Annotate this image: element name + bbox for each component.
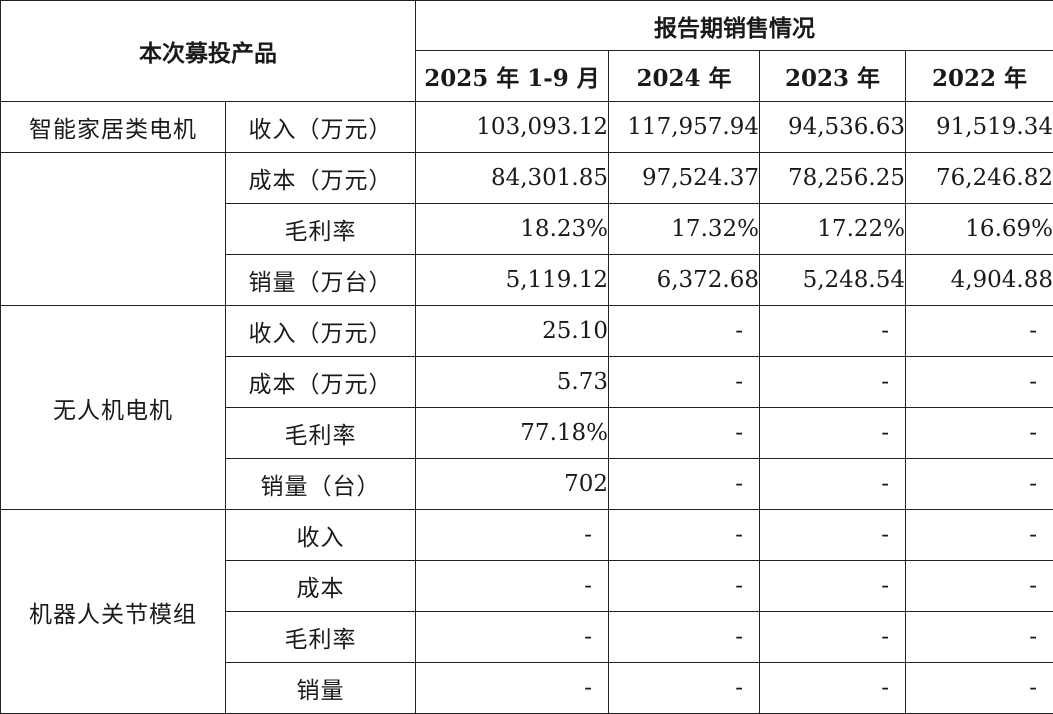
value-cell: 18.23%: [416, 204, 609, 255]
value-cell: 17.32%: [609, 204, 760, 255]
value-cell: 76,246.82: [906, 153, 1053, 204]
value-cell: -: [760, 510, 906, 561]
metric-label: 毛利率: [226, 612, 416, 663]
metric-label: 毛利率: [226, 408, 416, 459]
value-cell: 16.69%: [906, 204, 1053, 255]
value-cell: 84,301.85: [416, 153, 609, 204]
table-row: 成本（万元） 84,301.85 97,524.37 78,256.25 76,…: [1, 153, 1053, 204]
table-row: 机器人关节模组 收入 - - - -: [1, 510, 1053, 561]
value-cell: 91,519.34: [906, 102, 1053, 153]
value-cell: 702: [416, 459, 609, 510]
metric-label: 销量（万台）: [226, 255, 416, 306]
value-cell: -: [609, 510, 760, 561]
product-smart-home-motor-continued: [1, 153, 226, 306]
value-cell: -: [609, 459, 760, 510]
value-cell: 17.22%: [760, 204, 906, 255]
value-cell: -: [760, 663, 906, 714]
value-cell: 97,524.37: [609, 153, 760, 204]
metric-label: 收入（万元）: [226, 306, 416, 357]
value-cell: -: [906, 510, 1053, 561]
metric-label: 销量: [226, 663, 416, 714]
value-cell: -: [760, 306, 906, 357]
product-drone-motor: 无人机电机: [1, 306, 226, 510]
value-cell: -: [609, 663, 760, 714]
value-cell: 25.10: [416, 306, 609, 357]
value-cell: -: [760, 408, 906, 459]
value-cell: -: [609, 306, 760, 357]
value-cell: -: [906, 408, 1053, 459]
value-cell: -: [760, 357, 906, 408]
value-cell: -: [416, 561, 609, 612]
value-cell: 103,093.12: [416, 102, 609, 153]
table-row: 智能家居类电机 收入（万元） 103,093.12 117,957.94 94,…: [1, 102, 1053, 153]
value-cell: 5.73: [416, 357, 609, 408]
value-cell: -: [906, 612, 1053, 663]
product-smart-home-motor: 智能家居类电机: [1, 102, 226, 153]
value-cell: 77.18%: [416, 408, 609, 459]
metric-label: 毛利率: [226, 204, 416, 255]
period-group-header: 报告期销售情况: [416, 1, 1053, 51]
value-cell: 5,119.12: [416, 255, 609, 306]
metric-label: 收入: [226, 510, 416, 561]
value-cell: -: [609, 612, 760, 663]
period-header-2024: 2024 年: [609, 51, 760, 102]
value-cell: -: [609, 357, 760, 408]
value-cell: -: [416, 612, 609, 663]
value-cell: -: [416, 663, 609, 714]
value-cell: 4,904.88: [906, 255, 1053, 306]
value-cell: -: [416, 510, 609, 561]
value-cell: -: [906, 561, 1053, 612]
period-header-2023: 2023 年: [760, 51, 906, 102]
period-header-2022: 2022 年: [906, 51, 1053, 102]
value-cell: -: [760, 459, 906, 510]
value-cell: 5,248.54: [760, 255, 906, 306]
metric-label: 成本（万元）: [226, 153, 416, 204]
table-row: 无人机电机 收入（万元） 25.10 - - -: [1, 306, 1053, 357]
metric-label: 收入（万元）: [226, 102, 416, 153]
value-cell: -: [609, 408, 760, 459]
value-cell: -: [760, 561, 906, 612]
value-cell: -: [609, 561, 760, 612]
product-column-header: 本次募投产品: [1, 1, 416, 102]
metric-label: 成本: [226, 561, 416, 612]
value-cell: -: [906, 663, 1053, 714]
value-cell: -: [906, 306, 1053, 357]
value-cell: -: [906, 357, 1053, 408]
period-header-2025: 2025 年 1-9 月: [416, 51, 609, 102]
value-cell: 6,372.68: [609, 255, 760, 306]
value-cell: -: [906, 459, 1053, 510]
value-cell: 117,957.94: [609, 102, 760, 153]
value-cell: 94,536.63: [760, 102, 906, 153]
value-cell: -: [760, 612, 906, 663]
product-robot-joint-module: 机器人关节模组: [1, 510, 226, 714]
metric-label: 成本（万元）: [226, 357, 416, 408]
value-cell: 78,256.25: [760, 153, 906, 204]
metric-label: 销量（台）: [226, 459, 416, 510]
header-row-1: 本次募投产品 报告期销售情况: [1, 1, 1053, 51]
